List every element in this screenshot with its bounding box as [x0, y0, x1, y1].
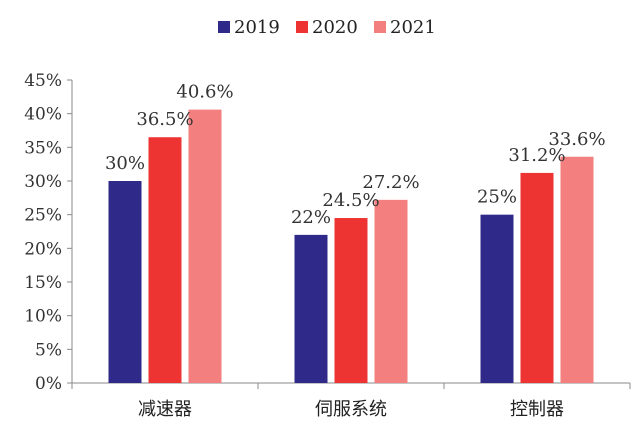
data-label: 25%	[477, 187, 517, 208]
x-tick-label: 控制器	[510, 399, 564, 420]
y-tick-label: 20%	[24, 239, 62, 259]
bar-2020-1	[334, 218, 368, 383]
x-axis: 减速器 伺服系统 控制器	[71, 382, 631, 420]
bar-2020-2	[520, 172, 554, 383]
y-tick-label: 5%	[35, 340, 62, 360]
bars	[108, 109, 594, 384]
bar-2020-0	[148, 137, 182, 383]
y-tick-label: 0%	[35, 374, 62, 394]
y-tick-label: 10%	[24, 307, 62, 327]
x-tick-label: 减速器	[138, 399, 192, 420]
data-label: 22%	[291, 207, 331, 228]
data-labels: 30% 36.5% 40.6% 22%24.5%27.2% 25% 31.2%33.6%	[105, 82, 606, 228]
y-tick-label: 25%	[24, 206, 62, 226]
x-tick-label: 伺服系统	[315, 399, 387, 420]
y-tick-label: 45%	[24, 71, 62, 91]
legend-swatch-2020	[296, 21, 308, 33]
bar-2021-0	[188, 109, 222, 384]
legend-swatch-2021	[374, 21, 386, 33]
legend: 2019 2020 2021	[218, 17, 436, 38]
bar-2021-2	[560, 156, 594, 383]
bar-2021-1	[374, 199, 408, 383]
legend-label: 2021	[390, 17, 436, 38]
data-label: 24.5%	[322, 190, 379, 211]
bar-2019-2	[480, 214, 514, 383]
bar-2019-1	[294, 234, 328, 383]
data-label: 33.6%	[548, 129, 605, 150]
data-label: 31.2%	[508, 145, 565, 166]
y-tick-label: 30%	[24, 172, 62, 192]
data-label: 40.6%	[176, 82, 233, 103]
data-label: 36.5%	[136, 109, 193, 130]
legend-label: 2019	[234, 17, 280, 38]
y-tick-label: 35%	[24, 138, 62, 158]
y-tick-label: 15%	[24, 273, 62, 293]
legend-swatch-2019	[218, 21, 230, 33]
data-label: 30%	[105, 153, 145, 174]
legend-label: 2020	[312, 17, 358, 38]
y-axis: 0% 5% 10% 15% 20% 25% 30% 35% 40% 45%	[24, 71, 73, 394]
data-label: 27.2%	[362, 172, 419, 193]
bar-2019-0	[108, 181, 142, 383]
y-tick-label: 40%	[24, 105, 62, 125]
